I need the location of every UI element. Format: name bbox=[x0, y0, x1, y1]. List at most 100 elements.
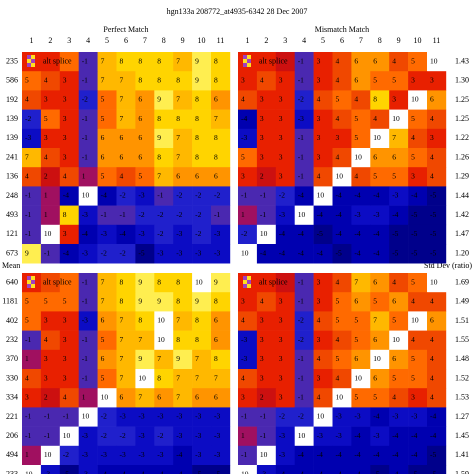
heat-cell bbox=[154, 426, 174, 447]
heat-cell bbox=[97, 205, 117, 226]
heat-cell bbox=[78, 445, 98, 466]
cell-label: 3 bbox=[63, 354, 67, 363]
column-label: 5 bbox=[321, 36, 325, 45]
heat-cell bbox=[22, 186, 42, 206]
cell-label: -3 bbox=[214, 450, 220, 459]
heat-cell bbox=[427, 273, 447, 293]
heat-cell bbox=[78, 90, 98, 110]
cell-label: 10 bbox=[298, 431, 306, 440]
heat-cell bbox=[332, 407, 352, 427]
heat-cell bbox=[192, 426, 212, 447]
heat-cell bbox=[408, 349, 428, 370]
cell-label: 10 bbox=[392, 335, 400, 344]
column-label: 1 bbox=[245, 36, 249, 45]
heat-cell bbox=[275, 109, 295, 130]
heat-cell bbox=[116, 369, 136, 389]
cell-label: -1 bbox=[25, 431, 31, 440]
heat-cell bbox=[116, 330, 136, 351]
row-stat: 1.52 bbox=[455, 373, 469, 382]
cell-label: -4 bbox=[373, 229, 379, 238]
cell-label: 5 bbox=[336, 95, 340, 104]
cell-label: -1 bbox=[82, 373, 88, 382]
heat-cell bbox=[97, 186, 117, 206]
cell-label: -2 bbox=[120, 191, 126, 200]
heat-cell bbox=[294, 311, 314, 331]
heat-cell bbox=[211, 349, 231, 370]
heat-cell bbox=[192, 52, 212, 72]
heat-cell bbox=[408, 244, 428, 264]
cell-label: 9 bbox=[138, 297, 142, 306]
splice-marker bbox=[243, 284, 247, 288]
row-stat: 1.25 bbox=[455, 95, 469, 104]
heat-cell bbox=[256, 205, 277, 226]
cell-label: -1 bbox=[63, 412, 69, 421]
heat-cell bbox=[173, 369, 193, 389]
heat-cell bbox=[135, 445, 155, 466]
cell-label: -4 bbox=[63, 248, 69, 257]
heat-cell bbox=[22, 224, 42, 245]
column-label: 8 bbox=[378, 36, 382, 45]
heat-cell bbox=[370, 167, 390, 187]
heat-cell bbox=[154, 205, 174, 226]
row-label: 493 bbox=[6, 210, 18, 219]
splice-marker bbox=[27, 55, 31, 59]
heat-cell bbox=[275, 90, 295, 110]
cell-label: 4 bbox=[430, 373, 434, 382]
cell-label: -4 bbox=[176, 469, 182, 474]
heat-cell bbox=[313, 388, 333, 408]
cell-label: -3 bbox=[176, 412, 182, 421]
heat-cell bbox=[408, 369, 428, 389]
cell-label: -1 bbox=[101, 210, 107, 219]
cell-label: 10 bbox=[82, 191, 90, 200]
splice-marker bbox=[31, 284, 35, 288]
heat-cell bbox=[313, 186, 333, 206]
row-stat: 1.41 bbox=[455, 450, 469, 459]
heat-cell bbox=[256, 52, 277, 72]
cell-label: 5 bbox=[101, 172, 105, 181]
cell-label: -3 bbox=[195, 450, 201, 459]
row-label: 235 bbox=[6, 56, 18, 65]
cell-label: 6 bbox=[430, 95, 434, 104]
cell-label: -2 bbox=[176, 210, 182, 219]
heat-cell bbox=[22, 90, 42, 110]
heat-cell bbox=[211, 273, 231, 293]
column-label: 10 bbox=[198, 36, 206, 45]
heat-cell bbox=[313, 224, 333, 245]
row-label: 233 bbox=[6, 469, 18, 474]
heat-cell bbox=[59, 388, 79, 408]
cell-label: -1 bbox=[44, 431, 50, 440]
heat-cell bbox=[116, 273, 136, 293]
cell-label: 6 bbox=[392, 354, 396, 363]
cell-label: 3 bbox=[317, 373, 321, 382]
heat-cell bbox=[22, 388, 42, 408]
heat-cell bbox=[332, 186, 352, 206]
heat-cell bbox=[351, 128, 371, 149]
cell-label: -4 bbox=[430, 431, 436, 440]
heat-cell bbox=[294, 244, 314, 264]
cell-label: -4 bbox=[298, 469, 304, 474]
cell-label: -3 bbox=[392, 191, 398, 200]
cell-label: 9 bbox=[195, 76, 199, 85]
heat-cell bbox=[116, 407, 136, 427]
heat-cell bbox=[256, 388, 277, 408]
cell-label: 8 bbox=[157, 277, 161, 286]
cell-label: 5 bbox=[392, 76, 396, 85]
heat-cell bbox=[97, 128, 117, 149]
cell-label: 8 bbox=[157, 373, 161, 382]
heat-cell bbox=[173, 186, 193, 206]
cell-label: 3 bbox=[317, 56, 321, 65]
heat-cell bbox=[135, 205, 155, 226]
splice-marker bbox=[247, 284, 251, 288]
cell-label: 5 bbox=[354, 114, 358, 123]
heat-cell bbox=[173, 148, 193, 168]
heat-cell bbox=[351, 167, 371, 187]
heat-cell bbox=[370, 90, 390, 110]
heat-cell bbox=[427, 148, 447, 168]
heat-cell bbox=[78, 273, 98, 293]
heat-cell bbox=[256, 167, 277, 187]
heat-cell bbox=[211, 205, 231, 226]
cell-label: -3 bbox=[101, 229, 107, 238]
cell-label: 3 bbox=[241, 76, 245, 85]
heat-cell bbox=[389, 90, 409, 110]
cell-label: 4 bbox=[392, 393, 396, 402]
